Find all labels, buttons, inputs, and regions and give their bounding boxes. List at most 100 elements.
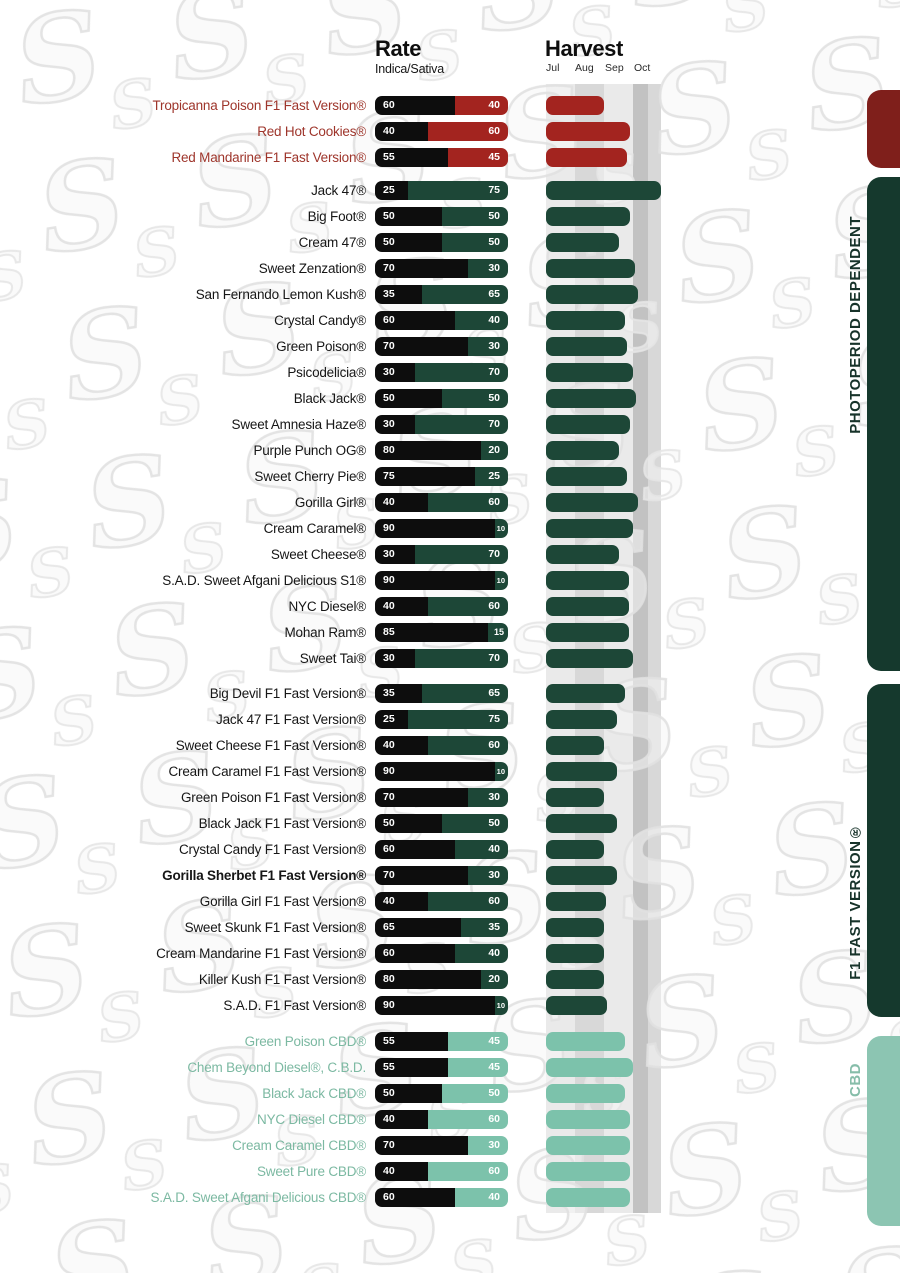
rate-bar: 40 60 [375, 736, 508, 755]
indica-segment: 30 [375, 415, 415, 434]
rate-bar: 60 40 [375, 840, 508, 859]
rate-bar: 60 40 [375, 1188, 508, 1207]
indica-value: 85 [383, 626, 395, 638]
strain-name: Gorilla Girl® [294, 495, 366, 510]
indica-segment: 50 [375, 233, 442, 252]
rate-bar: 40 60 [375, 493, 508, 512]
indica-value: 30 [383, 366, 395, 378]
strain-name: Big Foot® [307, 209, 367, 224]
sativa-segment: 60 [428, 1110, 508, 1129]
harvest-bar [546, 571, 629, 590]
strain-name: Jack 47® [311, 183, 366, 198]
strain-name: Purple Punch OG® [253, 443, 366, 458]
indica-value: 60 [383, 314, 395, 326]
indica-segment: 30 [375, 363, 415, 382]
category-tab-cbd [867, 1036, 900, 1226]
harvest-bar [546, 1110, 630, 1129]
rate-bar: 35 65 [375, 285, 508, 304]
strain-row: Sweet Skunk F1 Fast Version® 65 35 [0, 918, 900, 937]
indica-value: 50 [383, 210, 395, 222]
sativa-segment: 25 [474, 467, 508, 486]
sativa-segment: 65 [421, 684, 508, 703]
sativa-value: 60 [488, 1165, 500, 1177]
harvest-bar [546, 122, 630, 141]
strain-name: Tropicanna Poison F1 Fast Version® [152, 98, 366, 113]
indica-segment: 55 [375, 148, 449, 167]
sativa-value: 65 [488, 687, 500, 699]
indica-segment: 25 [375, 710, 409, 729]
indica-segment: 60 [375, 1188, 455, 1207]
strain-row: Red Hot Cookies® 40 60 [0, 122, 900, 141]
strain-name: Jack 47 F1 Fast Version® [216, 712, 366, 727]
strain-row: Gorilla Girl F1 Fast Version® 40 60 [0, 892, 900, 911]
sativa-value: 15 [493, 627, 504, 637]
sativa-segment: 75 [408, 181, 508, 200]
indica-segment: 60 [375, 840, 455, 859]
sativa-segment: 70 [414, 415, 508, 434]
month-label-jul: Jul [546, 62, 560, 74]
strain-group-red-fast: Tropicanna Poison F1 Fast Version® 60 40… [0, 96, 900, 174]
rate-bar: 75 25 [375, 467, 508, 486]
sativa-value: 20 [488, 973, 500, 985]
strain-row: Cream Caramel F1 Fast Version® 90 10 [0, 762, 900, 781]
indica-segment: 80 [375, 970, 482, 989]
strain-row: Cream Caramel® 90 10 [0, 519, 900, 538]
category-label-box-photoperiod-dependent: PHOTOPERIOD DEPENDENT [845, 185, 865, 465]
harvest-bar [546, 519, 633, 538]
indica-segment: 35 [375, 285, 422, 304]
strain-row: Sweet Pure CBD® 40 60 [0, 1162, 900, 1181]
strain-name: Sweet Cheese® [270, 547, 366, 562]
strain-row: S.A.D. Sweet Afgani Delicious S1® 90 10 [0, 571, 900, 590]
indica-value: 65 [383, 921, 395, 933]
harvest-bar [546, 1032, 625, 1051]
indica-segment: 55 [375, 1058, 449, 1077]
sativa-value: 60 [488, 496, 500, 508]
rate-title: Rate [375, 36, 422, 61]
indica-value: 40 [383, 739, 395, 751]
strain-name: Cream 47® [298, 235, 367, 250]
strain-row: Jack 47® 25 75 [0, 181, 900, 200]
indica-segment: 85 [375, 623, 489, 642]
indica-value: 50 [383, 1087, 395, 1099]
sativa-value: 30 [488, 869, 500, 881]
rate-bar: 30 70 [375, 415, 508, 434]
indica-value: 55 [383, 1061, 395, 1073]
strain-name: Cream Caramel® [263, 521, 367, 536]
harvest-bar [546, 233, 619, 252]
rate-bar: 50 50 [375, 233, 508, 252]
indica-segment: 30 [375, 545, 415, 564]
category-label-box-f1-fast-version: F1 FAST VERSION® [845, 788, 865, 1014]
indica-segment: 90 [375, 762, 495, 781]
indica-segment: 40 [375, 892, 429, 911]
indica-value: 30 [383, 548, 395, 560]
harvest-bar [546, 285, 638, 304]
rate-bar: 30 70 [375, 649, 508, 668]
sativa-value: 60 [488, 125, 500, 137]
harvest-bar [546, 762, 617, 781]
sativa-value: 10 [496, 576, 505, 585]
strain-row: Psicodelicia® 30 70 [0, 363, 900, 382]
category-tab-f1-fast-version [867, 684, 900, 1017]
sativa-value: 35 [488, 921, 500, 933]
sativa-value: 70 [488, 548, 500, 560]
sativa-segment: 30 [468, 866, 508, 885]
sativa-value: 30 [488, 791, 500, 803]
strain-name: Red Hot Cookies® [257, 124, 366, 139]
strain-row: Tropicanna Poison F1 Fast Version® 60 40 [0, 96, 900, 115]
indica-value: 75 [383, 470, 395, 482]
harvest-bar [546, 363, 633, 382]
indica-segment: 70 [375, 337, 469, 356]
indica-segment: 50 [375, 207, 442, 226]
rate-bar: 70 30 [375, 337, 508, 356]
sativa-value: 10 [496, 524, 505, 533]
rate-bar: 50 50 [375, 389, 508, 408]
sativa-segment: 65 [421, 285, 508, 304]
indica-segment: 40 [375, 1110, 429, 1129]
strain-name: Green Poison CBD® [244, 1034, 367, 1049]
strain-name: Sweet Zenzation® [258, 261, 367, 276]
sativa-segment: 20 [481, 441, 508, 460]
strain-row: Cream Caramel CBD® 70 30 [0, 1136, 900, 1155]
sativa-segment: 10 [494, 762, 508, 781]
indica-value: 55 [383, 1035, 395, 1047]
harvest-bar [546, 918, 604, 937]
